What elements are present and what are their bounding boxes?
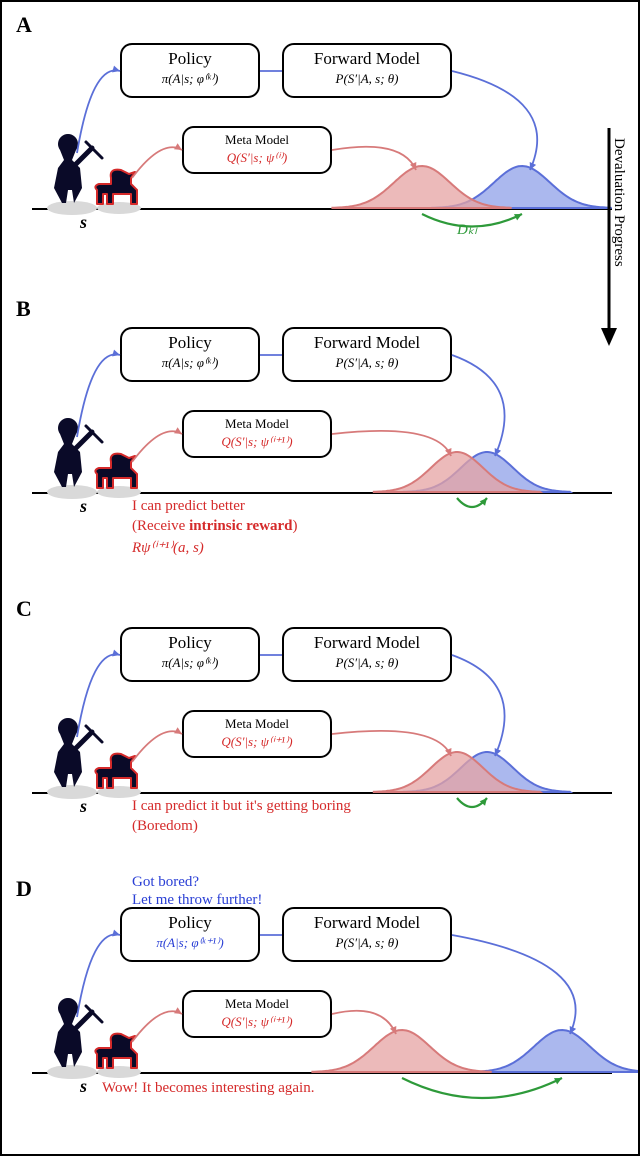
d-top1: Got bored? xyxy=(132,874,199,891)
panel-C: CPolicyπ(A|s; φ⁽ᵏ⁾)Forward ModelP(S′|A, … xyxy=(2,592,640,872)
panel-D: DPolicyπ(A|s; φ⁽ᵏ⁺¹⁾)Forward ModelP(S′|A… xyxy=(2,872,640,1152)
b-line3: Rψ⁽ⁱ⁺¹⁾(a, s) xyxy=(132,538,204,557)
panel-svg-B xyxy=(2,292,640,572)
d-top2: Let me throw further! xyxy=(132,892,262,909)
b-line1: I can predict better xyxy=(132,498,245,515)
d-bottom: Wow! It becomes interesting again. xyxy=(102,1080,314,1097)
c-line2: (Boredom) xyxy=(132,818,198,835)
panel-svg-A xyxy=(2,8,640,288)
b-line2: (Receive intrinsic reward) xyxy=(132,518,298,535)
c-line1: I can predict it but it's getting boring xyxy=(132,798,351,815)
panel-svg-C xyxy=(2,592,640,872)
panel-A: APolicyπ(A|s; φ⁽ᵏ⁾)Forward ModelP(S′|A, … xyxy=(2,8,640,288)
panel-B: BPolicyπ(A|s; φ⁽ᵏ⁾)Forward ModelP(S′|A, … xyxy=(2,292,640,572)
panel-svg-D xyxy=(2,872,640,1152)
devaluation-label: Devaluation Progress xyxy=(610,138,627,267)
dkl-label: Dₖₗ xyxy=(457,220,477,239)
